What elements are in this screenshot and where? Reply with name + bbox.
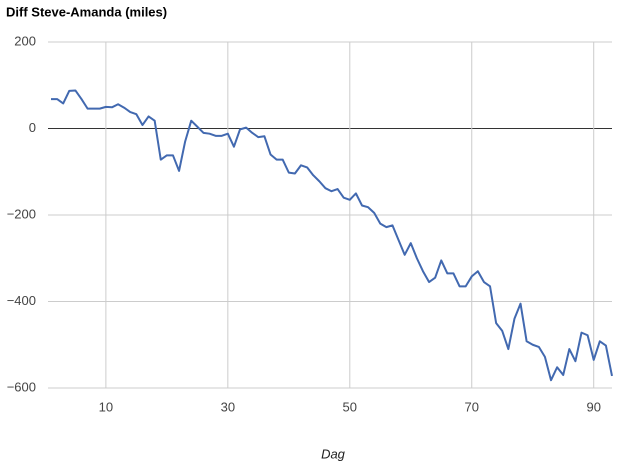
x-tick-label: 70 bbox=[465, 399, 479, 414]
y-tick-label: −400 bbox=[7, 293, 36, 308]
chart-title: Diff Steve-Amanda (miles) bbox=[6, 4, 167, 19]
line bbox=[51, 89, 613, 382]
y-tick-label: −600 bbox=[7, 379, 36, 394]
x-axis-label: Dag bbox=[321, 446, 346, 461]
y-tick-label: −200 bbox=[7, 206, 36, 221]
x-tick-label: 30 bbox=[221, 399, 235, 414]
x-tick-label: 50 bbox=[343, 399, 357, 414]
x-tick-label: 10 bbox=[99, 399, 113, 414]
x-tick-label: 90 bbox=[586, 399, 600, 414]
y-tick-label: 200 bbox=[14, 33, 36, 48]
y-tick-label: 0 bbox=[29, 120, 36, 135]
